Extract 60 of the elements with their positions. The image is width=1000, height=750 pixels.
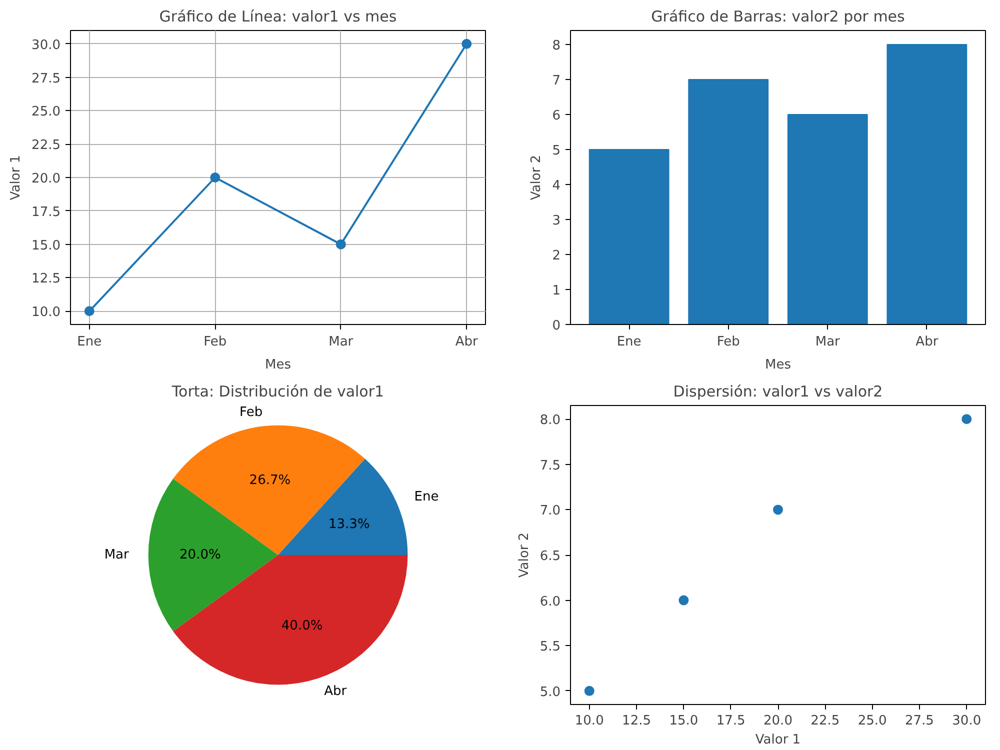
x-tick-label: 12.5 — [622, 714, 652, 728]
chart-title: Torta: Distribución de valor1 — [170, 382, 384, 400]
x-tick-label: 15.0 — [669, 714, 698, 728]
x-axis-title: Valor 1 — [755, 732, 801, 748]
y-tick-label: 17.5 — [32, 204, 61, 220]
y-tick-label: 8.0 — [540, 413, 561, 428]
slice-label: Feb — [240, 405, 263, 420]
x-tick-label: 25.0 — [858, 714, 887, 728]
x-tick-label: 30.0 — [952, 714, 982, 728]
x-tick-label: Mar — [815, 334, 841, 350]
y-tick-label: 7.5 — [540, 458, 561, 474]
y-tick-label: 0 — [552, 318, 561, 334]
x-tick-label: Feb — [716, 334, 740, 350]
y-tick-label: 10.0 — [32, 305, 61, 320]
x-tick-label: Abr — [455, 334, 479, 350]
x-axis-title: Mes — [765, 358, 792, 372]
y-tick-label: 6 — [552, 108, 561, 124]
data-label: 26.7% — [249, 473, 291, 488]
y-tick-label: 3 — [552, 214, 561, 228]
x-axis-title: Mes — [265, 358, 292, 372]
y-axis-title: Valor 2 — [516, 532, 532, 578]
y-tick-label: 2 — [552, 248, 561, 264]
chart-title: Dispersión: valor1 vs valor2 — [673, 382, 883, 400]
chart-title: Gráfico de Línea: valor1 vs mes — [159, 8, 397, 26]
data-label: 13.3% — [328, 517, 370, 532]
y-tick-label: 5.0 — [540, 684, 561, 700]
x-tick-label: Feb — [204, 334, 227, 350]
x-tick-label: Ene — [616, 334, 642, 350]
y-tick-label: 22.5 — [32, 138, 61, 154]
x-tick-label: 20.0 — [764, 714, 792, 728]
x-tick-label: 10.0 — [574, 714, 604, 728]
y-tick-label: 6.5 — [540, 549, 561, 564]
y-tick-label: 25.0 — [32, 104, 61, 120]
y-tick-label: 15.0 — [32, 238, 61, 254]
y-tick-label: 8 — [552, 38, 561, 54]
y-tick-label: 20.0 — [32, 172, 61, 186]
data-label: 40.0% — [281, 618, 323, 634]
slice-label: Ene — [414, 489, 439, 504]
x-tick-label: Ene — [77, 334, 102, 350]
y-tick-label: 4 — [552, 178, 561, 194]
data-label: 20.0% — [180, 548, 221, 562]
y-tick-label: 5.5 — [540, 640, 561, 655]
x-tick-label: 22.5 — [810, 714, 840, 728]
y-tick-label: 30.0 — [32, 38, 61, 53]
x-tick-label: 17.5 — [716, 714, 746, 728]
y-axis-title: Valor 1 — [8, 154, 24, 200]
y-tick-label: 1 — [552, 284, 561, 298]
y-tick-label: 7 — [552, 74, 561, 88]
y-tick-label: 12.5 — [32, 272, 61, 287]
y-tick-label: 27.5 — [32, 71, 61, 86]
y-tick-label: 7.0 — [540, 504, 561, 519]
x-tick-label: Abr — [916, 334, 939, 350]
slice-label: Mar — [104, 548, 130, 562]
chart-title: Gráfico de Barras: valor2 por mes — [651, 8, 906, 26]
x-tick-label: 27.5 — [905, 714, 934, 728]
y-tick-label: 5 — [552, 144, 561, 158]
y-tick-label: 6.0 — [540, 594, 561, 610]
y-axis-title: Valor 2 — [529, 154, 544, 200]
x-tick-label: Mar — [328, 334, 354, 350]
slice-label: Abr — [324, 684, 348, 699]
